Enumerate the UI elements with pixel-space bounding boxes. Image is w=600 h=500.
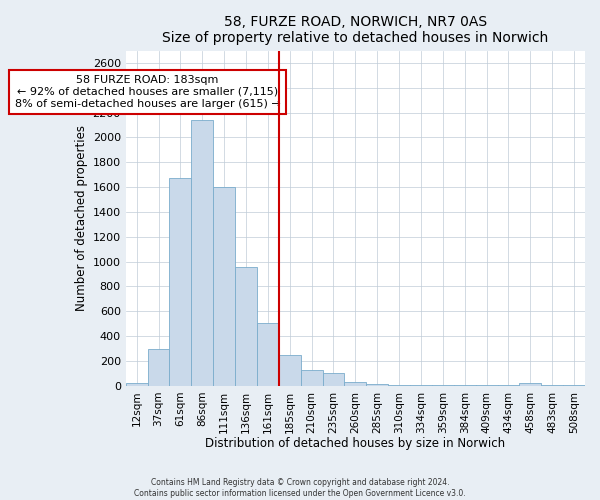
Bar <box>213 187 235 386</box>
Bar <box>344 382 367 386</box>
Bar <box>454 385 476 386</box>
Bar <box>367 384 388 386</box>
Bar <box>563 385 585 386</box>
Bar <box>301 370 323 386</box>
Bar <box>323 374 344 386</box>
Bar <box>169 178 191 386</box>
Bar <box>541 385 563 386</box>
Bar <box>126 384 148 386</box>
Text: 58 FURZE ROAD: 183sqm
← 92% of detached houses are smaller (7,115)
8% of semi-de: 58 FURZE ROAD: 183sqm ← 92% of detached … <box>15 76 280 108</box>
Bar <box>279 355 301 386</box>
X-axis label: Distribution of detached houses by size in Norwich: Distribution of detached houses by size … <box>205 437 505 450</box>
Bar <box>388 385 410 386</box>
Bar <box>432 385 454 386</box>
Bar <box>497 385 520 386</box>
Bar <box>148 348 169 386</box>
Y-axis label: Number of detached properties: Number of detached properties <box>76 125 88 311</box>
Text: Contains HM Land Registry data © Crown copyright and database right 2024.
Contai: Contains HM Land Registry data © Crown c… <box>134 478 466 498</box>
Title: 58, FURZE ROAD, NORWICH, NR7 0AS
Size of property relative to detached houses in: 58, FURZE ROAD, NORWICH, NR7 0AS Size of… <box>162 15 548 45</box>
Bar <box>410 384 432 386</box>
Bar <box>520 384 541 386</box>
Bar <box>476 385 497 386</box>
Bar <box>257 322 279 386</box>
Bar <box>191 120 213 386</box>
Bar <box>235 266 257 386</box>
